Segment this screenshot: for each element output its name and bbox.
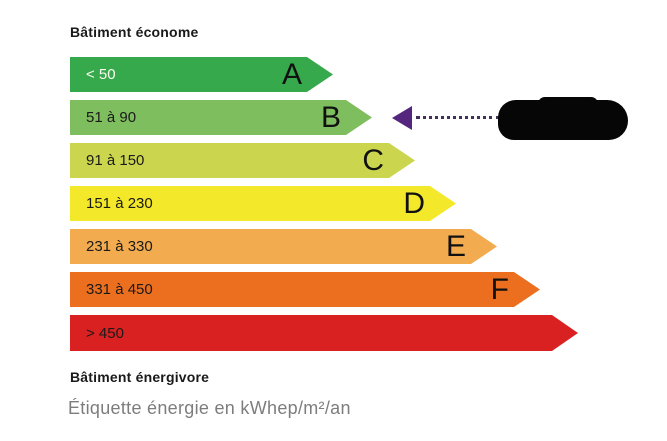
range-label-g: > 450	[86, 324, 124, 342]
class-letter-c: C	[362, 143, 384, 177]
range-label-f: 331 à 450	[86, 281, 153, 298]
energy-bar-f: 331 à 450 F	[70, 272, 540, 307]
class-letter-a: A	[281, 57, 302, 91]
energy-bar-a: < 50 A	[70, 57, 333, 92]
class-letter-f: F	[490, 272, 509, 306]
arrow-left-icon	[392, 106, 412, 130]
class-letter-d: D	[403, 186, 425, 220]
redacted-value-blob	[498, 97, 628, 140]
energy-bar-c: 91 à 150 C	[70, 143, 415, 178]
energy-bar-e: 231 à 330 E	[70, 229, 497, 264]
scale-top-label: Bâtiment économe	[70, 24, 199, 40]
energy-bar-b: 51 à 90 B	[70, 100, 372, 135]
class-letter-b: B	[320, 100, 341, 134]
dotted-connector-line	[416, 116, 500, 119]
energy-bar-g: > 450	[70, 315, 578, 351]
scale-bottom-label: Bâtiment énergivore	[70, 369, 210, 385]
energy-bar-d: 151 à 230 D	[70, 186, 456, 221]
range-label-c: 91 à 150	[86, 152, 145, 169]
range-label-a: < 50	[86, 66, 116, 83]
range-label-d: 151 à 230	[86, 195, 153, 212]
range-label-b: 51 à 90	[86, 109, 137, 126]
class-letter-e: E	[445, 229, 466, 263]
chart-caption: Étiquette énergie en kWhep/m²/an	[68, 398, 351, 418]
range-label-e: 231 à 330	[86, 238, 153, 255]
